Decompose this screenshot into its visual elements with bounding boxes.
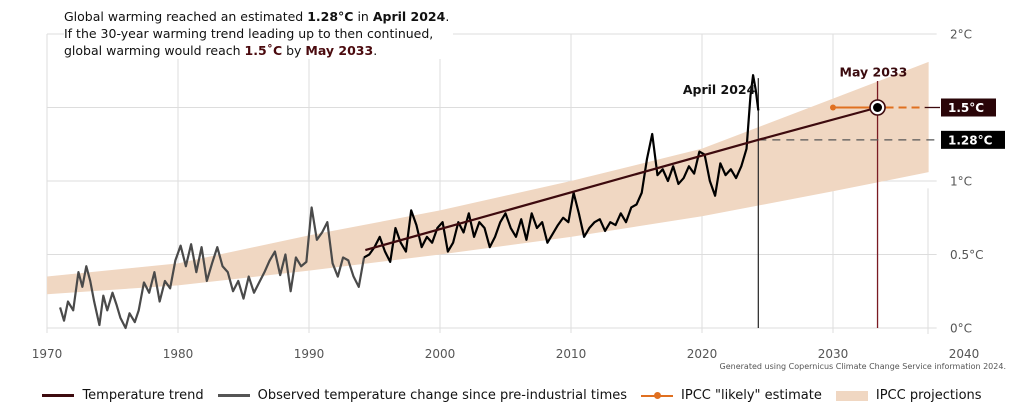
vertical-markers — [757, 78, 940, 328]
badge-1-5-box — [941, 98, 996, 117]
legend-label: Temperature trend — [82, 388, 204, 403]
april-2024-label: April 2024 — [683, 82, 756, 97]
legend-swatch-likely — [641, 391, 674, 399]
badge-1-5-text: 1.5°C — [948, 101, 984, 115]
likely-estimate-point — [830, 104, 836, 111]
y-tick-label: 0.5°C — [950, 248, 983, 262]
trend-series — [365, 106, 878, 252]
x-tick-label: 2000 — [425, 347, 456, 361]
headline-target-date: May 2033 — [305, 43, 374, 58]
annotations: April 2024 May 2033 1.5°C 1.28°C — [683, 65, 1005, 149]
chart-legend: Temperature trend Observed temperature c… — [0, 388, 1024, 403]
x-tick-label: 1990 — [294, 347, 325, 361]
x-tick-label: 2040 — [949, 347, 980, 361]
ipcc-projections-band — [47, 61, 929, 295]
trend-line — [365, 106, 878, 252]
y-tick-label: 1°C — [950, 175, 972, 189]
x-tick-label: 1970 — [32, 347, 63, 361]
headline-value: 1.28°C — [307, 9, 354, 24]
badge-1-28-text: 1.28°C — [948, 133, 993, 147]
headline-text: . — [373, 43, 378, 58]
legend-item-likely[interactable]: IPCC "likely" estimate — [641, 388, 822, 403]
x-tick-label: 1980 — [163, 347, 194, 361]
badge-1-28-box — [941, 130, 1005, 149]
may-2033-label: May 2033 — [840, 65, 908, 80]
headline-date: April 2024 — [372, 9, 446, 24]
y-tick-label: 2°C — [950, 28, 972, 42]
legend-swatch-projections — [835, 390, 868, 401]
observed-line-recent — [363, 74, 760, 263]
headline-text: by — [282, 43, 306, 58]
headline-text: global warming would reach — [64, 43, 245, 58]
legend-item-projections[interactable]: IPCC projections — [835, 388, 982, 403]
headline-line-2: If the 30-year warming trend leading up … — [64, 26, 434, 41]
x-tick-label: 2020 — [687, 347, 718, 361]
target-dot-icon — [873, 103, 883, 112]
legend-label: IPCC projections — [875, 388, 982, 403]
headline-target-value: 1.5˚C — [244, 43, 283, 58]
legend-swatch-observed — [217, 394, 250, 397]
projection-band-area — [47, 61, 929, 295]
observed-series — [59, 74, 760, 330]
chart-headline: Global warming reached an estimated 1.28… — [64, 8, 454, 59]
headline-text: Global warming reached an estimated — [64, 9, 308, 24]
x-tick-label: 2030 — [818, 347, 849, 361]
legend-swatch-trend — [42, 394, 75, 397]
headline-text: . — [445, 9, 450, 24]
headline-text: in — [353, 9, 373, 24]
y-tick-label: 0°C — [950, 322, 972, 336]
legend-label: Observed temperature change since pre-in… — [257, 388, 628, 403]
legend-item-observed[interactable]: Observed temperature change since pre-in… — [217, 388, 628, 403]
headline-line-3: global warming would reach 1.5˚C by May … — [64, 42, 449, 59]
axis-ticks: 0°C 0.5°C 1°C 2°C 1970 1980 1990 2000 2010 2020 20… — [32, 28, 984, 362]
grid — [46, 33, 937, 334]
observed-line-historical — [59, 206, 366, 330]
headline-line-1: Global warming reached an estimated 1.28… — [64, 8, 449, 25]
legend-label: IPCC "likely" estimate — [681, 388, 822, 403]
data-credit: Generated using Copernicus Climate Chang… — [719, 362, 1006, 371]
legend-item-trend[interactable]: Temperature trend — [42, 388, 204, 403]
x-tick-label: 2010 — [556, 347, 587, 361]
